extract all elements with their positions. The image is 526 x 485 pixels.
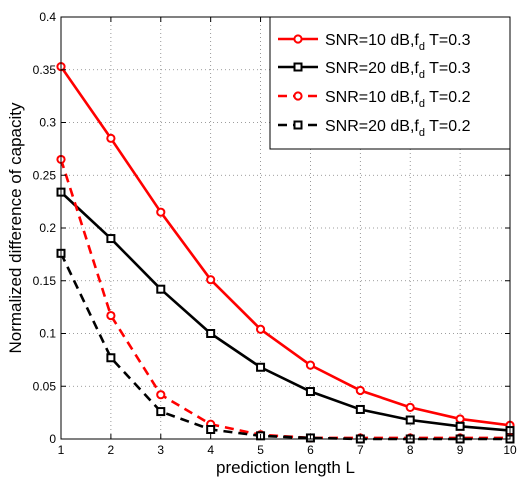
legend-label-main: SNR=20 dB,f [325,118,419,135]
data-point [455,421,465,431]
legend-label: SNR=10 dB,fd T=0.2 [325,89,471,110]
data-point [156,390,166,400]
x-tick-label: 10 [503,443,517,457]
legend-label-subscript: d [419,127,425,139]
data-point [156,207,166,217]
data-point [106,353,116,363]
x-tick-label: 4 [207,443,214,457]
y-tick-label: 0.4 [39,10,56,24]
y-tick-label: 0.05 [33,379,57,393]
series-line [59,65,511,427]
legend-entry-4: SNR=20 dB,fd T=0.2 [278,118,471,139]
legend-entry-3: SNR=10 dB,fd T=0.2 [278,89,471,110]
legend-entry-2: SNR=20 dB,fd T=0.3 [278,60,471,81]
y-tick-label: 0.35 [33,63,57,77]
x-tick-label: 2 [108,443,115,457]
legend-label-subscript: d [419,41,425,53]
x-tick-labels: 1 2 3 4 5 6 7 8 9 10 [58,443,517,457]
y-tick-labels: 0 0.05 0.1 0.15 0.2 0.25 0.3 0.35 0.4 [33,10,57,446]
x-tick-label: 3 [157,443,164,457]
legend-label-main: SNR=10 dB,f [325,32,419,49]
x-tick-label: 9 [457,443,464,457]
x-tick-label: 5 [257,443,264,457]
data-point [256,362,266,372]
data-point [255,324,266,334]
legend-label-tail: T=0.2 [425,89,471,106]
data-point [455,414,465,424]
legend-marker [293,91,303,101]
data-point [106,133,116,143]
y-tick-label: 0.1 [39,327,56,341]
data-point [156,284,166,294]
data-point [206,275,216,285]
x-tick-label: 7 [357,443,364,457]
legend-label: SNR=20 dB,fd T=0.3 [325,60,471,81]
data-point [106,234,116,244]
legend-label-subscript: d [419,69,425,81]
data-point [405,415,415,425]
y-tick-label: 0 [49,432,56,446]
y-axis-label: Normalized difference of capacity [6,102,25,354]
data-point [305,360,316,370]
data-point [106,310,116,321]
legend-label: SNR=20 dB,fd T=0.2 [325,118,471,139]
legend-marker [293,34,303,44]
legend-marker [293,120,303,130]
x-axis-label: prediction length L [216,458,355,477]
data-point [156,407,166,417]
x-tick-label: 6 [307,443,314,457]
y-tick-label: 0.3 [39,116,56,130]
legend-label-tail: T=0.3 [425,32,471,49]
data-point [355,404,365,414]
legend-label-subscript: d [419,98,425,110]
x-tick-label: 8 [407,443,414,457]
legend-label-main: SNR=20 dB,f [325,60,419,77]
series-line [60,191,511,432]
data-point [206,329,216,338]
data-point [206,425,216,435]
legend-entry-1: SNR=10 dB,fd T=0.3 [278,32,471,53]
legend-label: SNR=10 dB,fd T=0.3 [325,32,471,53]
y-tick-label: 0.15 [33,274,57,288]
data-point [305,387,315,397]
data-point [405,402,415,412]
y-tick-label: 0.2 [39,221,56,235]
legend-label-main: SNR=10 dB,f [325,89,419,106]
x-tick-label: 1 [58,443,65,457]
legend-label-tail: T=0.3 [425,60,471,77]
legend-marker [293,62,303,72]
legend-label-tail: T=0.2 [425,118,471,135]
data-point [355,385,365,396]
y-tick-label: 0.25 [33,168,57,182]
